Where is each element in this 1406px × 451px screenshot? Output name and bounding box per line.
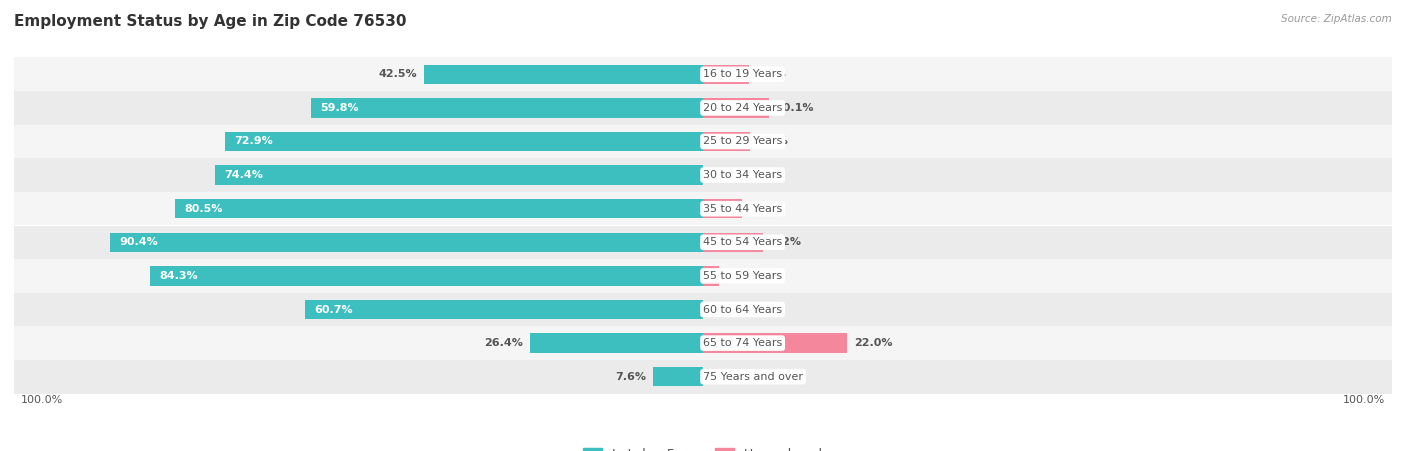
Bar <box>14 91 1392 124</box>
Bar <box>425 64 703 84</box>
Bar <box>215 166 703 185</box>
Text: 0.0%: 0.0% <box>710 170 740 180</box>
Bar <box>703 64 749 84</box>
Bar <box>305 300 703 319</box>
Bar <box>703 333 848 353</box>
Bar <box>703 266 720 285</box>
Bar <box>110 233 703 252</box>
Text: 5.9%: 5.9% <box>748 204 779 214</box>
Text: 7.6%: 7.6% <box>616 372 647 382</box>
Bar <box>174 199 703 218</box>
Bar <box>703 233 763 252</box>
Text: 9.2%: 9.2% <box>770 237 801 247</box>
Bar <box>14 327 1392 360</box>
Bar <box>654 367 703 387</box>
Text: 55 to 59 Years: 55 to 59 Years <box>703 271 782 281</box>
Bar <box>703 199 742 218</box>
Text: 10.1%: 10.1% <box>776 103 814 113</box>
Bar <box>14 226 1392 259</box>
Text: 45 to 54 Years: 45 to 54 Years <box>703 237 782 247</box>
Text: 7.2%: 7.2% <box>756 137 787 147</box>
Text: 25 to 29 Years: 25 to 29 Years <box>703 137 782 147</box>
Text: 20 to 24 Years: 20 to 24 Years <box>703 103 782 113</box>
Text: 30 to 34 Years: 30 to 34 Years <box>703 170 782 180</box>
Text: 42.5%: 42.5% <box>380 69 418 79</box>
Text: 74.4%: 74.4% <box>225 170 263 180</box>
Bar <box>150 266 703 285</box>
Text: 100.0%: 100.0% <box>1343 395 1385 405</box>
Bar <box>530 333 703 353</box>
Text: 35 to 44 Years: 35 to 44 Years <box>703 204 782 214</box>
Bar <box>14 158 1392 192</box>
Text: 26.4%: 26.4% <box>484 338 523 348</box>
Text: 90.4%: 90.4% <box>120 237 159 247</box>
Text: 16 to 19 Years: 16 to 19 Years <box>703 69 782 79</box>
Text: 80.5%: 80.5% <box>184 204 224 214</box>
Text: 60.7%: 60.7% <box>315 304 353 314</box>
Text: Employment Status by Age in Zip Code 76530: Employment Status by Age in Zip Code 765… <box>14 14 406 28</box>
Text: 84.3%: 84.3% <box>160 271 198 281</box>
Bar <box>311 98 703 118</box>
Bar <box>14 192 1392 226</box>
Text: 7.0%: 7.0% <box>755 69 786 79</box>
Text: 59.8%: 59.8% <box>321 103 359 113</box>
Bar <box>14 57 1392 91</box>
Bar <box>703 132 751 151</box>
Bar <box>14 293 1392 327</box>
Text: Source: ZipAtlas.com: Source: ZipAtlas.com <box>1281 14 1392 23</box>
Bar <box>703 98 769 118</box>
Bar <box>14 259 1392 293</box>
Text: 100.0%: 100.0% <box>21 395 63 405</box>
Text: 65 to 74 Years: 65 to 74 Years <box>703 338 782 348</box>
Bar <box>225 132 703 151</box>
Text: 22.0%: 22.0% <box>853 338 893 348</box>
Text: 0.0%: 0.0% <box>710 304 740 314</box>
Text: 2.5%: 2.5% <box>725 271 756 281</box>
Text: 0.0%: 0.0% <box>710 372 740 382</box>
Bar <box>14 360 1392 394</box>
Bar <box>14 124 1392 158</box>
Text: 75 Years and over: 75 Years and over <box>703 372 803 382</box>
Text: 60 to 64 Years: 60 to 64 Years <box>703 304 782 314</box>
Text: 72.9%: 72.9% <box>235 137 273 147</box>
Legend: In Labor Force, Unemployed: In Labor Force, Unemployed <box>578 443 828 451</box>
